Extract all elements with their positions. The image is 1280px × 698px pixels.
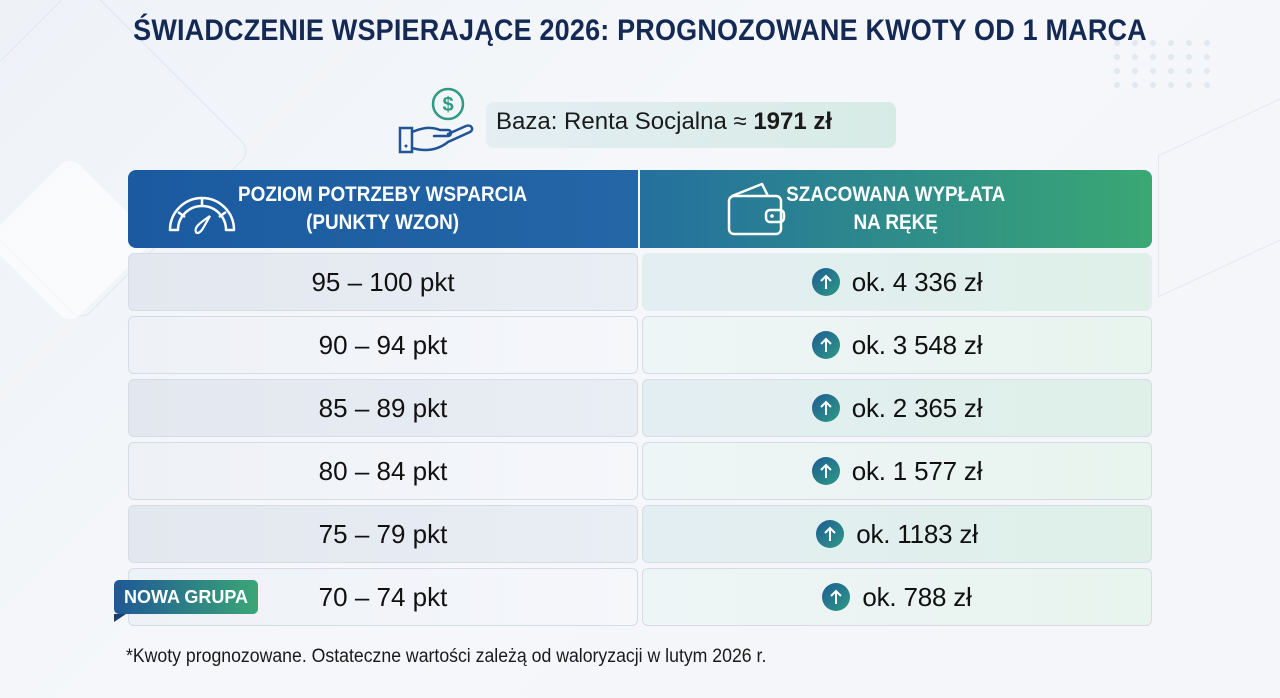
base-pill — [486, 102, 896, 148]
arrow-up-icon — [816, 520, 845, 548]
amount-value: ok. 788 zł — [862, 581, 972, 612]
cube-outline-decoration — [1158, 84, 1280, 298]
amount-cell: ok. 2 365 zł — [642, 379, 1152, 437]
new-group-badge: NOWA GRUPA — [114, 580, 258, 622]
points-cell: 95 – 100 pkt — [128, 253, 638, 311]
points-value: 90 – 94 pkt — [318, 329, 448, 360]
base-value: 1971 zł — [753, 108, 833, 135]
points-cell: 75 – 79 pkt — [128, 505, 638, 563]
hand-money-icon: $ — [398, 87, 474, 154]
points-value: 95 – 100 pkt — [311, 266, 455, 297]
points-value: 80 – 84 pkt — [318, 455, 448, 486]
arrow-up-icon — [822, 583, 851, 611]
points-value: 70 – 74 pkt — [318, 581, 448, 612]
header-amount-line1: SZACOWANA WYPŁATA — [786, 183, 1006, 206]
arrow-up-icon — [811, 331, 840, 359]
points-cell: NOWA GRUPA 70 – 74 pkt — [114, 568, 638, 626]
table-row: 80 – 84 pkt ok. 1 577 zł — [128, 442, 1152, 500]
header-amount: SZACOWANA WYPŁATA NA RĘKĘ — [640, 170, 1152, 248]
svg-text:$: $ — [442, 94, 453, 116]
amount-cell-highlighted: ok. 4 336 zł — [642, 253, 1152, 311]
amount-value: ok. 1 577 zł — [851, 455, 983, 486]
table-row: 95 – 100 pkt ok. 4 336 zł — [128, 253, 1152, 311]
amount-value: ok. 3 548 zł — [851, 329, 983, 360]
table-row: 85 – 89 pkt ok. 2 365 zł — [128, 379, 1152, 437]
header-amount-line2: NA RĘKĘ — [853, 211, 939, 234]
base-text: Baza: Renta Socjalna ≈ 1971 zł — [496, 108, 832, 136]
base-label: Baza: Renta Socjalna ≈ — [496, 108, 754, 135]
arrow-up-icon — [811, 268, 840, 296]
footnote: *Kwoty prognozowane. Ostateczne wartości… — [126, 646, 767, 667]
arrow-up-icon — [811, 394, 840, 422]
header-points-line1: POZIOM POTRZEBY WSPARCIA — [238, 183, 528, 206]
header-points: POZIOM POTRZEBY WSPARCIA (PUNKTY WZON) — [128, 170, 638, 248]
amount-cell: ok. 1183 zł — [642, 505, 1152, 563]
points-cell: 90 – 94 pkt — [128, 316, 638, 374]
table-row: 90 – 94 pkt ok. 3 548 zł — [128, 316, 1152, 374]
wallet-icon — [727, 182, 786, 236]
amount-value: ok. 1183 zł — [856, 518, 978, 549]
points-cell: 85 – 89 pkt — [128, 379, 638, 437]
table-row: NOWA GRUPA 70 – 74 pkt ok. 788 zł — [114, 568, 1152, 626]
amount-cell: ok. 1 577 zł — [642, 442, 1152, 500]
benefit-table: POZIOM POTRZEBY WSPARCIA (PUNKTY WZON) SZ… — [114, 170, 1152, 626]
amount-value: ok. 4 336 zł — [851, 266, 983, 297]
page-title: ŚWIADCZENIE WSPIERAJĄCE 2026: PROGNOZOWA… — [133, 14, 1147, 47]
amount-value: ok. 2 365 zł — [851, 392, 983, 423]
dot-pattern-decoration — [1114, 40, 1214, 88]
points-value: 85 – 89 pkt — [318, 392, 448, 423]
amount-cell: ok. 3 548 zł — [642, 316, 1152, 374]
table-row: 75 – 79 pkt ok. 1183 zł — [128, 505, 1152, 563]
points-value: 75 – 79 pkt — [318, 518, 448, 549]
points-cell: 80 – 84 pkt — [128, 442, 638, 500]
gauge-icon — [168, 196, 236, 235]
table-header: POZIOM POTRZEBY WSPARCIA (PUNKTY WZON) SZ… — [128, 170, 1152, 248]
header-points-line2: (PUNKTY WZON) — [306, 211, 460, 234]
amount-cell: ok. 788 zł — [642, 568, 1152, 626]
arrow-up-icon — [811, 457, 840, 485]
